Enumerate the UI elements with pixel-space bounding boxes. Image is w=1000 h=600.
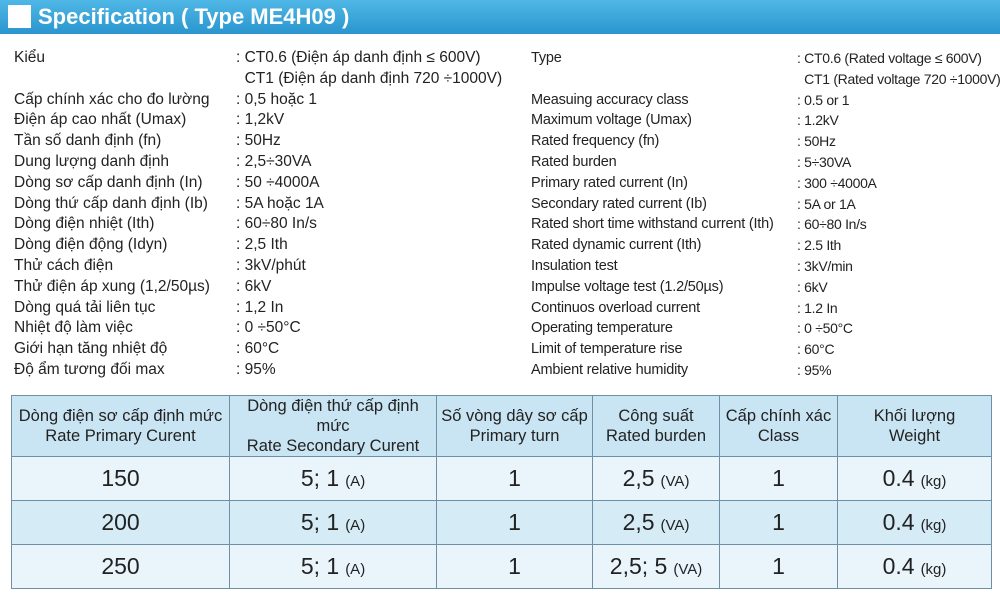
spec-value: : 2,5÷30VA xyxy=(236,152,312,170)
spec-label: Type xyxy=(531,50,562,66)
spec-value: : 6kV xyxy=(797,278,828,295)
spec-label: Rated frequency (fn) xyxy=(531,133,660,150)
spec-value: : 60÷80 In/s xyxy=(797,216,867,233)
spec-value: : 60°C xyxy=(797,341,835,358)
spec-label: Tần số danh định (fn) xyxy=(14,132,162,150)
header-rated-burden: Công suất Rated burden xyxy=(592,395,720,457)
section-header: Specification ( Type ME4H09 ) xyxy=(0,0,1000,34)
spec-value: : 50Hz xyxy=(797,133,836,150)
spec-label: Cấp chính xác cho đo lường xyxy=(14,90,210,108)
spec-label: Độ ẩm tương đối max xyxy=(14,360,165,378)
spec-label: Operating temperature xyxy=(531,320,673,337)
spec-label: Insulation test xyxy=(531,257,618,274)
spec-value: : 1,2 In xyxy=(236,298,284,316)
cell-primary: 150 xyxy=(11,456,230,501)
spec-value: : 1,2kV xyxy=(236,111,285,129)
spec-label: Ambient relative humidity xyxy=(531,361,688,378)
cell-class: 1 xyxy=(719,500,838,545)
spec-value: : 0 ÷50°C xyxy=(797,320,853,337)
spec-value: : 2.5 Ith xyxy=(797,237,841,254)
cell-secondary: 5; 1 (A) xyxy=(229,456,437,501)
cell-burden: 2,5 (VA) xyxy=(592,500,720,545)
spec-label: Dung lượng danh định xyxy=(14,152,169,170)
header-primary-current: Dòng điện sơ cấp định mức Rate Primary Cu… xyxy=(11,395,230,457)
table-row: 250 5; 1 (A) 1 2,5; 5 (VA) 1 0.4 (kg) xyxy=(11,544,992,589)
spec-value: : CT0.6 (Rated voltage ≤ 600V) xyxy=(797,50,982,66)
cell-turn: 1 xyxy=(436,544,593,589)
spec-value: : 2,5 Ith xyxy=(236,236,288,254)
cell-secondary: 5; 1 (A) xyxy=(229,544,437,589)
header-square-icon xyxy=(8,5,31,28)
cell-class: 1 xyxy=(719,456,838,501)
cell-weight: 0.4 (kg) xyxy=(837,544,992,589)
spec-value: : 60°C xyxy=(236,340,280,358)
spec-label: Maximum voltage (Umax) xyxy=(531,112,692,129)
header-class: Cấp chính xác Class xyxy=(719,395,838,457)
spec-label: Impulse voltage test (1.2/50µs) xyxy=(531,278,724,295)
table-row: 150 5; 1 (A) 1 2,5 (VA) 1 0.4 (kg) xyxy=(11,456,992,501)
spec-value: CT1 (Điện áp danh định 720 ÷1000V) xyxy=(236,69,503,87)
spec-value: : 50Hz xyxy=(236,132,281,150)
spec-label: Limit of temperature rise xyxy=(531,341,683,358)
spec-value: : 3kV/phút xyxy=(236,256,306,274)
spec-label: Dòng điện nhiệt (Ith) xyxy=(14,215,155,233)
spec-label: Rated dynamic current (Ith) xyxy=(531,237,702,254)
spec-value: : 0 ÷50°C xyxy=(236,319,301,337)
spec-value: : 60÷80 In/s xyxy=(236,215,317,233)
spec-value: : 50 ÷4000A xyxy=(236,173,320,191)
spec-label: Điện áp cao nhất (Umax) xyxy=(14,111,187,129)
cell-weight: 0.4 (kg) xyxy=(837,500,992,545)
spec-label: Continuos overload current xyxy=(531,299,700,316)
cell-class: 1 xyxy=(719,544,838,589)
spec-value: : 0.5 or 1 xyxy=(797,91,850,108)
header-primary-turn: Số vòng dây sơ cấp Primary turn xyxy=(436,395,593,457)
spec-label: Secondary rated current (Ib) xyxy=(531,195,707,212)
spec-value: : 5A hoặc 1A xyxy=(236,194,324,212)
spec-value: : 5÷30VA xyxy=(797,153,852,170)
header-weight: Khối lượng Weight xyxy=(837,395,992,457)
header-secondary-current: Dòng điện thứ cấp định mức Rate Secondary… xyxy=(229,395,437,457)
spec-label: Measuing accuracy class xyxy=(531,91,689,108)
spec-value: : 0,5 hoặc 1 xyxy=(236,90,318,108)
spec-label: Primary rated current (In) xyxy=(531,174,688,191)
spec-label: Rated short time withstand current (Ith) xyxy=(531,216,774,233)
spec-label: Dòng thứ cấp danh định (Ib) xyxy=(14,194,208,212)
spec-label: Dòng quá tải liên tục xyxy=(14,298,156,316)
spec-label: Thử điện áp xung (1,2/50µs) xyxy=(14,277,210,295)
spec-vi-values: : CT0.6 (Điện áp danh định ≤ 600V) CT1 (… xyxy=(236,48,502,381)
cell-burden: 2,5; 5 (VA) xyxy=(592,544,720,589)
spec-vi-labels: Kiểu Cấp chính xác cho đo lường Điện áp … xyxy=(14,48,210,381)
spec-value: : 95% xyxy=(236,360,276,378)
spec-label: Dòng điện động (Idyn) xyxy=(14,236,168,254)
cell-secondary: 5; 1 (A) xyxy=(229,500,437,545)
section-title: Specification ( Type ME4H09 ) xyxy=(38,4,350,29)
cell-turn: 1 xyxy=(436,456,593,501)
table-row: 200 5; 1 (A) 1 2,5 (VA) 1 0.4 (kg) xyxy=(11,500,992,545)
spec-value: : 6kV xyxy=(236,277,272,295)
spec-en-values: : CT0.6 (Rated voltage ≤ 600V) CT1 (Rate… xyxy=(797,48,1000,381)
spec-value: : 300 ÷4000A xyxy=(797,174,877,191)
cell-burden: 2,5 (VA) xyxy=(592,456,720,501)
cell-primary: 250 xyxy=(11,544,230,589)
spec-value: CT1 (Rated voltage 720 ÷1000V) xyxy=(797,70,1000,87)
spec-value: : 3kV/min xyxy=(797,257,853,274)
spec-label: Thử cách điện xyxy=(14,256,114,274)
spec-value: : CT0.6 (Điện áp danh định ≤ 600V) xyxy=(236,49,481,66)
spec-value: : 1.2 In xyxy=(797,299,838,316)
spec-label: Dòng sơ cấp danh định (In) xyxy=(14,173,203,191)
spec-label: Giới hạn tăng nhiệt độ xyxy=(14,340,168,358)
cell-weight: 0.4 (kg) xyxy=(837,456,992,501)
spec-en-labels: Type Measuing accuracy class Maximum vol… xyxy=(531,48,774,381)
spec-label: Nhiệt độ làm việc xyxy=(14,319,133,337)
spec-label: Kiểu xyxy=(14,49,46,66)
spec-value: : 5A or 1A xyxy=(797,195,856,212)
spec-label: Rated burden xyxy=(531,153,617,170)
cell-primary: 200 xyxy=(11,500,230,545)
spec-value: : 1.2kV xyxy=(797,112,839,129)
rating-table: Dòng điện sơ cấp định mức Rate Primary Cu… xyxy=(11,395,992,589)
table-header-row: Dòng điện sơ cấp định mức Rate Primary Cu… xyxy=(11,395,992,457)
spec-value: : 95% xyxy=(797,361,832,378)
cell-turn: 1 xyxy=(436,500,593,545)
